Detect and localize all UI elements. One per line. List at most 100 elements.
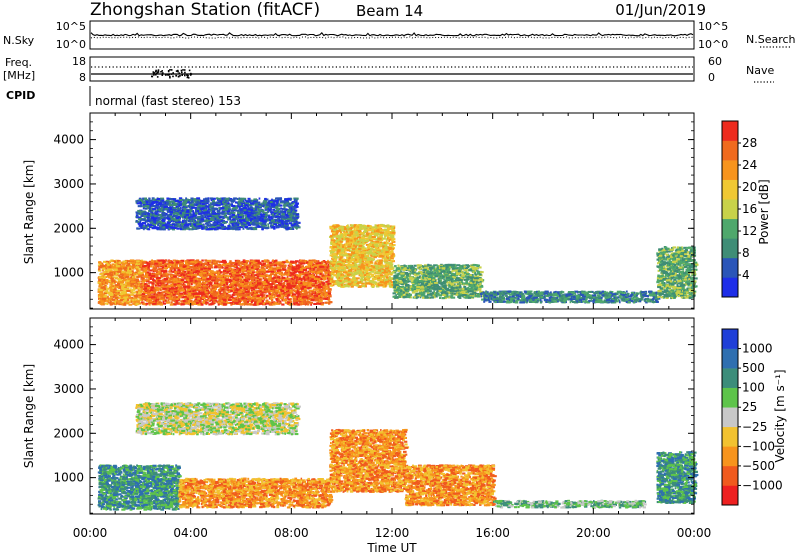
range-time-cell [243,270,246,272]
range-time-cell [177,281,181,283]
range-time-cell [224,290,226,292]
range-time-cell [208,265,211,267]
range-time-cell [109,287,112,289]
range-time-cell [254,294,257,296]
range-time-cell [320,273,322,275]
range-time-cell [247,301,249,303]
range-time-cell [170,275,173,277]
freq-noise-dot [153,71,155,73]
range-time-cell [151,296,155,298]
range-time-cell [318,264,320,266]
range-time-cell [236,261,240,263]
range-time-cell [251,301,253,303]
range-time-cell [193,293,195,295]
range-time-cell [110,302,112,304]
range-time-cell [125,274,129,276]
range-time-cell [202,302,205,304]
range-time-cell [122,263,126,265]
range-time-cell [129,266,133,268]
range-time-cell [159,302,162,304]
range-time-cell [244,294,246,296]
noise-left-tick-bottom: 10^0 [56,38,86,51]
freq-noise-dot [175,75,177,77]
range-time-cell [121,291,124,293]
range-time-cell [263,263,266,265]
freq-noise-dot [169,77,171,79]
range-time-cell [309,290,311,292]
range-time-cell [278,269,281,271]
range-time-cell [209,282,212,284]
range-time-cell [184,281,188,283]
range-time-cell [112,299,116,301]
range-time-cell [203,283,205,285]
range-time-cell [132,268,135,270]
range-time-cell [120,277,124,279]
range-time-cell [213,301,215,303]
range-time-cell [255,277,257,279]
range-time-cell [256,266,260,268]
range-time-cell [187,287,190,289]
range-time-cell [110,289,113,291]
range-time-cell [116,269,118,271]
freq-tick-top: 18 [72,55,86,68]
range-time-cell [153,289,156,291]
range-time-cell [167,295,171,297]
range-time-cell [131,281,135,283]
range-time-cell [250,260,254,262]
range-time-cell [247,296,251,298]
range-time-cell [259,278,261,280]
range-time-cell [268,276,272,278]
range-time-cell [223,299,227,301]
freq-noise-dot [169,69,171,71]
range-time-cell [176,261,179,263]
range-time-cell [292,276,294,278]
range-time-cell [117,262,119,264]
range-time-cell [178,269,180,271]
range-time-cell [189,278,193,280]
range-time-cell [191,296,193,298]
range-time-cell [234,302,238,304]
range-time-cell [251,287,254,289]
range-time-cell [213,295,217,297]
range-time-cell [212,263,215,265]
range-time-cell [350,225,353,227]
range-time-cell [263,303,265,305]
range-time-cell [271,290,274,292]
range-time-cell [123,304,126,306]
range-time-cell [311,278,314,280]
range-time-cell [240,303,244,305]
range-time-cell [205,269,207,271]
range-time-cell [262,300,264,302]
range-time-cell [104,303,106,305]
range-time-cell [233,276,235,278]
range-time-cell [317,262,321,264]
range-time-cell [243,266,246,268]
cpid-text: normal (fast stereo) 153 [95,94,241,108]
range-time-cell [198,261,200,263]
range-time-cell [162,261,165,263]
range-time-cell [292,269,295,271]
range-time-cell [138,272,142,274]
range-time-cell [289,290,292,292]
range-time-cell [219,284,222,286]
range-time-cell [179,267,182,269]
range-time-cell [187,279,190,281]
range-time-cell [220,278,223,280]
range-time-cell [107,300,110,302]
range-time-cell [224,286,227,288]
range-time-cell [282,277,286,279]
range-time-cell [290,261,294,263]
range-time-cell [234,287,236,289]
cpid-label: CPID [6,89,35,102]
range-time-cell [98,286,101,288]
range-time-cell [158,260,162,262]
range-time-cell [320,300,323,302]
range-time-cell [200,268,203,270]
range-time-cell [223,303,227,305]
range-time-cell [324,291,326,293]
range-time-cell [282,266,285,268]
range-time-cell [320,298,323,300]
range-time-cell [312,291,315,293]
range-time-cell [206,275,208,277]
range-time-cell [120,293,124,295]
